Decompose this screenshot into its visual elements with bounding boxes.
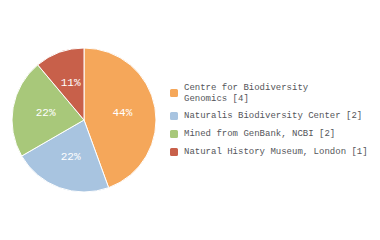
svg-text:Mined from GenBank, NCBI [2]: Mined from GenBank, NCBI [2] bbox=[184, 129, 335, 139]
svg-text:Natural History Museum, London: Natural History Museum, London [1] bbox=[184, 147, 368, 157]
svg-text:22%: 22% bbox=[36, 107, 56, 119]
svg-text:Naturalis Biodiversity Center: Naturalis Biodiversity Center [2] bbox=[184, 111, 362, 121]
svg-text:22%: 22% bbox=[61, 151, 81, 163]
svg-text:Genomics [4]: Genomics [4] bbox=[184, 94, 249, 104]
svg-text:44%: 44% bbox=[113, 107, 133, 119]
svg-text:Centre for Biodiversity: Centre for Biodiversity bbox=[184, 83, 309, 93]
svg-text:11%: 11% bbox=[61, 77, 81, 89]
